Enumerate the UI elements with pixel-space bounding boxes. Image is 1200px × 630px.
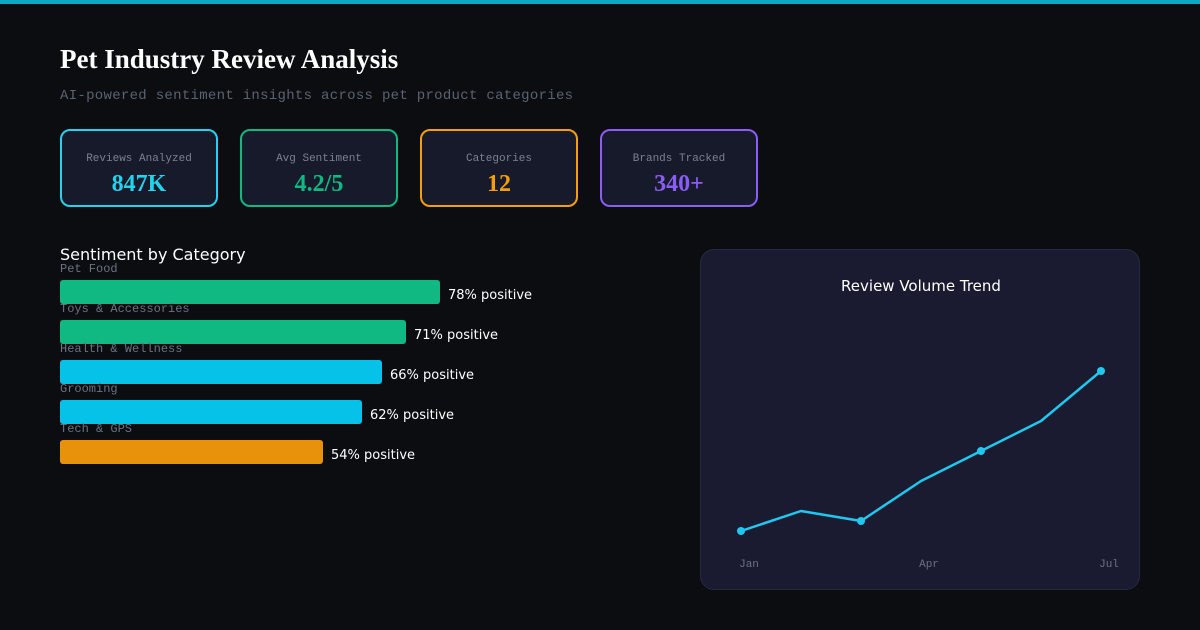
category-label: Tech & GPS bbox=[60, 422, 133, 436]
category-label: Health & Wellness bbox=[60, 342, 183, 356]
category-label: Grooming bbox=[60, 382, 118, 396]
stat-label: Avg Sentiment bbox=[276, 153, 362, 165]
stat-value: 847K bbox=[111, 171, 167, 197]
stat-label: Brands Tracked bbox=[632, 153, 726, 165]
stat-value: 12 bbox=[487, 171, 511, 197]
x-tick-label: Apr bbox=[919, 559, 939, 571]
x-tick-label: Jul bbox=[1099, 559, 1119, 571]
stat-value: 4.2/5 bbox=[294, 171, 344, 197]
trend-line-chart: Review Volume Trend Jan Apr Jul bbox=[737, 277, 1119, 571]
x-tick-label: Jan bbox=[739, 559, 759, 571]
sentiment-value-label: 71% positive bbox=[414, 328, 499, 343]
stat-label: Reviews Analyzed bbox=[86, 153, 192, 165]
stat-card-sentiment: Avg Sentiment 4.2/5 bbox=[240, 129, 398, 207]
sentiment-bar bbox=[60, 320, 406, 344]
trend-data-point bbox=[1097, 367, 1105, 375]
top-accent-bar bbox=[0, 0, 1200, 4]
stat-label: Categories bbox=[465, 153, 532, 165]
sentiment-bar bbox=[60, 400, 362, 424]
page-subtitle: AI-powered sentiment insights across pet… bbox=[60, 88, 574, 104]
stat-card-brands: Brands Tracked 340+ bbox=[600, 129, 758, 207]
sentiment-value-label: 54% positive bbox=[331, 448, 416, 463]
trend-chart-card: Review Volume Trend Jan Apr Jul bbox=[700, 249, 1140, 590]
sentiment-bar bbox=[60, 440, 323, 464]
sentiment-value-label: 66% positive bbox=[390, 368, 475, 383]
sentiment-section-title: Sentiment by Category bbox=[60, 245, 246, 264]
sentiment-bar bbox=[60, 280, 440, 304]
category-label: Pet Food bbox=[60, 262, 118, 276]
sentiment-value-label: 78% positive bbox=[448, 288, 533, 303]
sentiment-value-label: 62% positive bbox=[370, 408, 455, 423]
trend-chart-title: Review Volume Trend bbox=[841, 277, 1001, 295]
stat-value: 340+ bbox=[654, 171, 704, 197]
trend-data-point bbox=[977, 447, 985, 455]
stat-card-reviews: Reviews Analyzed 847K bbox=[60, 129, 218, 207]
page-title: Pet Industry Review Analysis bbox=[60, 44, 399, 74]
trend-series-line bbox=[740, 370, 1102, 533]
trend-data-point bbox=[857, 517, 865, 525]
stat-card-categories: Categories 12 bbox=[420, 129, 578, 207]
category-label: Toys & Accessories bbox=[60, 302, 190, 316]
trend-data-point bbox=[737, 527, 745, 535]
sentiment-bar bbox=[60, 360, 382, 384]
